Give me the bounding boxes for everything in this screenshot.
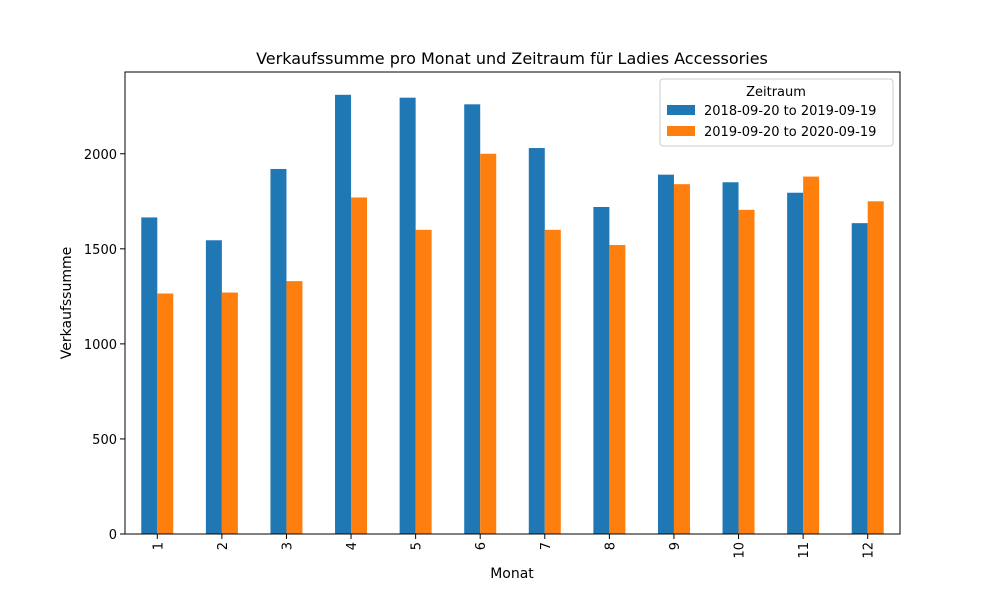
x-tick-label: 3 — [280, 542, 295, 550]
y-tick-label: 1000 — [84, 338, 117, 353]
bar-series-2-month-3 — [286, 281, 303, 534]
x-tick-label: 5 — [410, 542, 425, 550]
bar-series-2-month-11 — [803, 176, 820, 534]
bar-series-1-month-1 — [141, 217, 158, 534]
x-tick-label: 12 — [862, 542, 877, 559]
bar-series-1-month-7 — [528, 148, 545, 535]
y-tick-label: 1500 — [84, 243, 117, 258]
x-tick-label: 9 — [668, 542, 683, 550]
x-tick-label: 4 — [345, 542, 360, 550]
bar-series-2-month-4 — [351, 197, 368, 535]
x-tick-label: 2 — [216, 542, 231, 550]
x-axis-ticks: 1 2 3 4 5 6 7 8 9 10 11 12 — [151, 534, 877, 559]
y-axis-title: Verkaufssumme — [59, 247, 75, 359]
x-axis-title: Monat — [490, 566, 534, 582]
y-tick-label: 500 — [92, 433, 117, 448]
bars-layer — [141, 94, 884, 535]
x-tick-label: 11 — [797, 542, 812, 559]
legend-box — [659, 78, 894, 147]
plot-frame — [124, 71, 901, 535]
bar-series-1-month-5 — [399, 97, 416, 535]
legend-swatch-series-2 — [667, 126, 695, 136]
legend-label-series-2: 2019-09-20 to 2020-09-19 — [704, 125, 876, 140]
x-tick-label: 7 — [539, 542, 554, 550]
chart-title: Verkaufssumme pro Monat und Zeitraum für… — [256, 49, 768, 68]
legend-label-series-1: 2018-09-20 to 2019-09-19 — [704, 104, 876, 119]
bar-series-1-month-4 — [335, 94, 352, 534]
bar-series-2-month-12 — [867, 201, 884, 534]
legend-title: Zeitraum — [746, 85, 806, 100]
x-tick-label: 6 — [474, 542, 489, 550]
x-tick-label: 1 — [151, 542, 166, 550]
x-tick-label: 10 — [733, 542, 748, 559]
bar-series-1-month-10 — [722, 182, 739, 534]
bar-series-1-month-3 — [270, 168, 287, 534]
x-tick-label: 8 — [603, 542, 618, 550]
y-axis-ticks: 0 500 1000 1500 2000 — [84, 148, 125, 543]
bar-series-1-month-9 — [657, 174, 674, 535]
bar-series-2-month-6 — [480, 153, 497, 534]
bar-series-2-month-2 — [221, 292, 238, 534]
bar-series-2-month-10 — [738, 209, 755, 534]
bar-series-1-month-2 — [205, 240, 222, 534]
y-tick-label: 2000 — [84, 148, 117, 163]
legend-swatch-series-1 — [667, 105, 695, 115]
bar-series-2-month-1 — [157, 293, 174, 534]
bar-series-1-month-12 — [851, 223, 868, 534]
y-tick-label: 0 — [109, 528, 117, 543]
legend: Zeitraum 2018-09-20 to 2019-09-19 2019-0… — [659, 78, 894, 147]
bar-series-2-month-5 — [415, 229, 432, 535]
bar-series-1-month-6 — [464, 104, 481, 534]
bar-series-2-month-8 — [609, 245, 626, 534]
bar-series-2-month-9 — [673, 184, 690, 535]
bar-series-1-month-11 — [787, 192, 804, 535]
bar-series-1-month-8 — [593, 206, 610, 535]
bar-series-2-month-7 — [544, 229, 561, 535]
